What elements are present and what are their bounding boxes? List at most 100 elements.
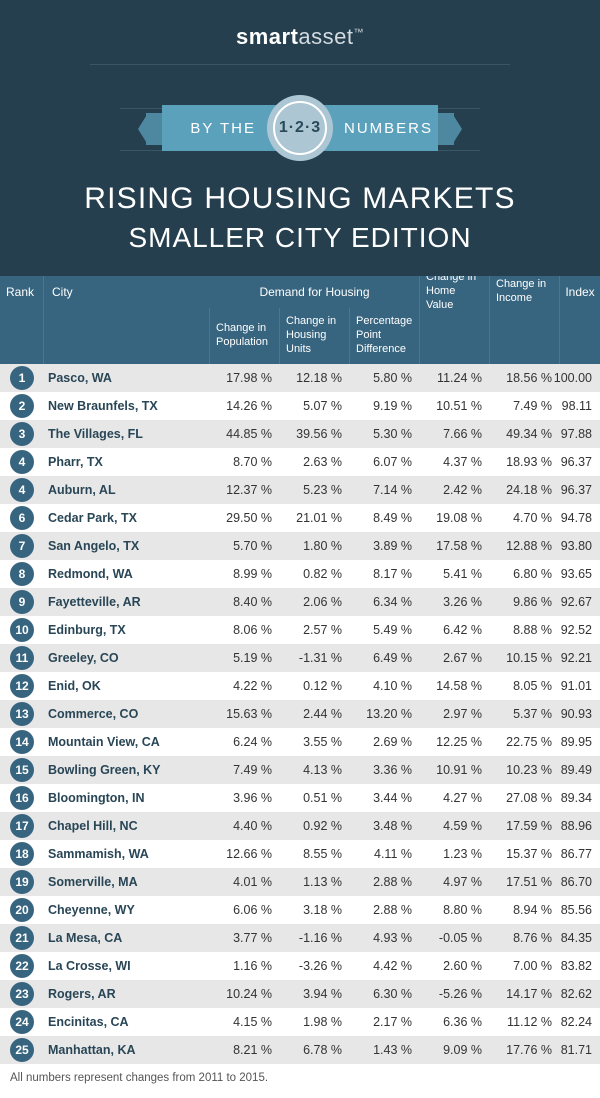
cell-city: La Mesa, CA — [44, 924, 210, 952]
table-row: 3The Villages, FL44.85 %39.56 %5.30 %7.6… — [0, 420, 600, 448]
cell-pop: 29.50 % — [210, 504, 280, 532]
col-demand: Demand for Housing — [210, 276, 420, 308]
cell-city: Somerville, MA — [44, 868, 210, 896]
cell-idx: 89.34 — [560, 784, 600, 812]
rank-badge: 24 — [10, 1010, 34, 1034]
cell-inc: 4.70 % — [490, 504, 560, 532]
cell-idx: 98.11 — [560, 392, 600, 420]
cell-hu: -1.16 % — [280, 924, 350, 952]
table-header: Rank City Demand for Housing Change in H… — [0, 276, 600, 364]
table-row: 22La Crosse, WI1.16 %-3.26 %4.42 %2.60 %… — [0, 952, 600, 980]
table-row: 16Bloomington, IN3.96 %0.51 %3.44 %4.27 … — [0, 784, 600, 812]
cell-city: Pharr, TX — [44, 448, 210, 476]
rank-badge: 9 — [10, 590, 34, 614]
cell-city: Bloomington, IN — [44, 784, 210, 812]
cell-rank: 25 — [0, 1036, 44, 1064]
cell-hu: 1.80 % — [280, 532, 350, 560]
cell-inc: 18.56 % — [490, 364, 560, 392]
cell-rank: 10 — [0, 616, 44, 644]
cell-rank: 7 — [0, 532, 44, 560]
cell-pop: 4.22 % — [210, 672, 280, 700]
cell-ppd: 6.07 % — [350, 448, 420, 476]
cell-inc: 17.59 % — [490, 812, 560, 840]
cell-pop: 15.63 % — [210, 700, 280, 728]
cell-rank: 1 — [0, 364, 44, 392]
cell-home: 6.36 % — [420, 1008, 490, 1036]
cell-hu: 5.23 % — [280, 476, 350, 504]
cell-city: New Braunfels, TX — [44, 392, 210, 420]
table-row: 25Manhattan, KA8.21 %6.78 %1.43 %9.09 %1… — [0, 1036, 600, 1064]
cell-ppd: 2.88 % — [350, 896, 420, 924]
cell-idx: 97.88 — [560, 420, 600, 448]
table-row: 8Redmond, WA8.99 %0.82 %8.17 %5.41 %6.80… — [0, 560, 600, 588]
cell-inc: 6.80 % — [490, 560, 560, 588]
cell-ppd: 3.48 % — [350, 812, 420, 840]
table-row: 21La Mesa, CA3.77 %-1.16 %4.93 %-0.05 %8… — [0, 924, 600, 952]
cell-home: 7.66 % — [420, 420, 490, 448]
cell-idx: 93.80 — [560, 532, 600, 560]
cell-rank: 8 — [0, 560, 44, 588]
cell-idx: 89.49 — [560, 756, 600, 784]
cell-rank: 13 — [0, 700, 44, 728]
cell-city: La Crosse, WI — [44, 952, 210, 980]
cell-ppd: 5.80 % — [350, 364, 420, 392]
table-row: 14Mountain View, CA6.24 %3.55 %2.69 %12.… — [0, 728, 600, 756]
table-row: 24Encinitas, CA4.15 %1.98 %2.17 %6.36 %1… — [0, 1008, 600, 1036]
header: smartasset™ BY THE NUMBERS 1·2·3 RISING … — [0, 0, 600, 276]
cell-inc: 22.75 % — [490, 728, 560, 756]
cell-hu: 21.01 % — [280, 504, 350, 532]
col-hu: Change in Housing Units — [280, 308, 350, 364]
table-row: 20Cheyenne, WY6.06 %3.18 %2.88 %8.80 %8.… — [0, 896, 600, 924]
cell-pop: 8.70 % — [210, 448, 280, 476]
table-row: 13Commerce, CO15.63 %2.44 %13.20 %2.97 %… — [0, 700, 600, 728]
cell-home: 3.26 % — [420, 588, 490, 616]
rank-badge: 7 — [10, 534, 34, 558]
cell-idx: 92.21 — [560, 644, 600, 672]
cell-ppd: 6.49 % — [350, 644, 420, 672]
rank-badge: 4 — [10, 450, 34, 474]
table-row: 2New Braunfels, TX14.26 %5.07 %9.19 %10.… — [0, 392, 600, 420]
cell-ppd: 5.49 % — [350, 616, 420, 644]
cell-rank: 6 — [0, 504, 44, 532]
cell-pop: 6.24 % — [210, 728, 280, 756]
rank-badge: 8 — [10, 562, 34, 586]
cell-ppd: 13.20 % — [350, 700, 420, 728]
cell-ppd: 4.11 % — [350, 840, 420, 868]
rank-badge: 22 — [10, 954, 34, 978]
cell-idx: 93.65 — [560, 560, 600, 588]
cell-pop: 1.16 % — [210, 952, 280, 980]
cell-hu: 4.13 % — [280, 756, 350, 784]
cell-inc: 11.12 % — [490, 1008, 560, 1036]
cell-ppd: 3.36 % — [350, 756, 420, 784]
logo-divider — [90, 64, 510, 65]
table-row: 18Sammamish, WA12.66 %8.55 %4.11 %1.23 %… — [0, 840, 600, 868]
cell-ppd: 4.42 % — [350, 952, 420, 980]
cell-pop: 14.26 % — [210, 392, 280, 420]
cell-rank: 11 — [0, 644, 44, 672]
cell-inc: 12.88 % — [490, 532, 560, 560]
cell-idx: 96.37 — [560, 448, 600, 476]
cell-idx: 88.96 — [560, 812, 600, 840]
cell-rank: 23 — [0, 980, 44, 1008]
cell-idx: 85.56 — [560, 896, 600, 924]
rank-badge: 17 — [10, 814, 34, 838]
cell-ppd: 5.30 % — [350, 420, 420, 448]
cell-ppd: 8.17 % — [350, 560, 420, 588]
cell-inc: 17.51 % — [490, 868, 560, 896]
cell-rank: 21 — [0, 924, 44, 952]
cell-hu: 2.06 % — [280, 588, 350, 616]
col-inc-spacer — [490, 308, 560, 364]
cell-city: The Villages, FL — [44, 420, 210, 448]
cell-idx: 81.71 — [560, 1036, 600, 1064]
cell-inc: 15.37 % — [490, 840, 560, 868]
table-row: 4Pharr, TX8.70 %2.63 %6.07 %4.37 %18.93 … — [0, 448, 600, 476]
cell-rank: 4 — [0, 476, 44, 504]
col-inc: Change in Income — [490, 276, 560, 308]
cell-hu: 1.13 % — [280, 868, 350, 896]
cell-city: Enid, OK — [44, 672, 210, 700]
table-row: 15Bowling Green, KY7.49 %4.13 %3.36 %10.… — [0, 756, 600, 784]
table-body: 1Pasco, WA17.98 %12.18 %5.80 %11.24 %18.… — [0, 364, 600, 1064]
cell-rank: 16 — [0, 784, 44, 812]
cell-inc: 7.49 % — [490, 392, 560, 420]
cell-rank: 2 — [0, 392, 44, 420]
